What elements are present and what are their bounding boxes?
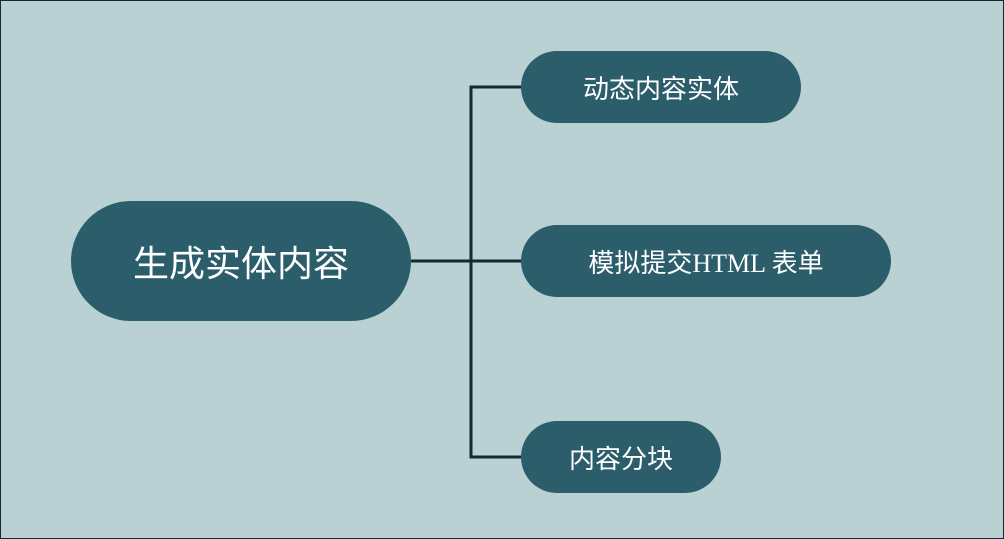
child-node-label: 动态内容实体 — [583, 69, 739, 106]
child-node-form: 模拟提交HTML 表单 — [521, 225, 891, 297]
child-node-label: 内容分块 — [569, 439, 673, 476]
root-node-label: 生成实体内容 — [133, 235, 349, 287]
child-node-chunk: 内容分块 — [521, 421, 721, 493]
diagram-canvas: 生成实体内容 动态内容实体 模拟提交HTML 表单 内容分块 — [0, 0, 1004, 539]
connector-path — [411, 87, 521, 457]
child-node-label: 模拟提交HTML 表单 — [588, 243, 823, 280]
root-node: 生成实体内容 — [71, 201, 411, 321]
child-node-dynamic: 动态内容实体 — [521, 51, 801, 123]
